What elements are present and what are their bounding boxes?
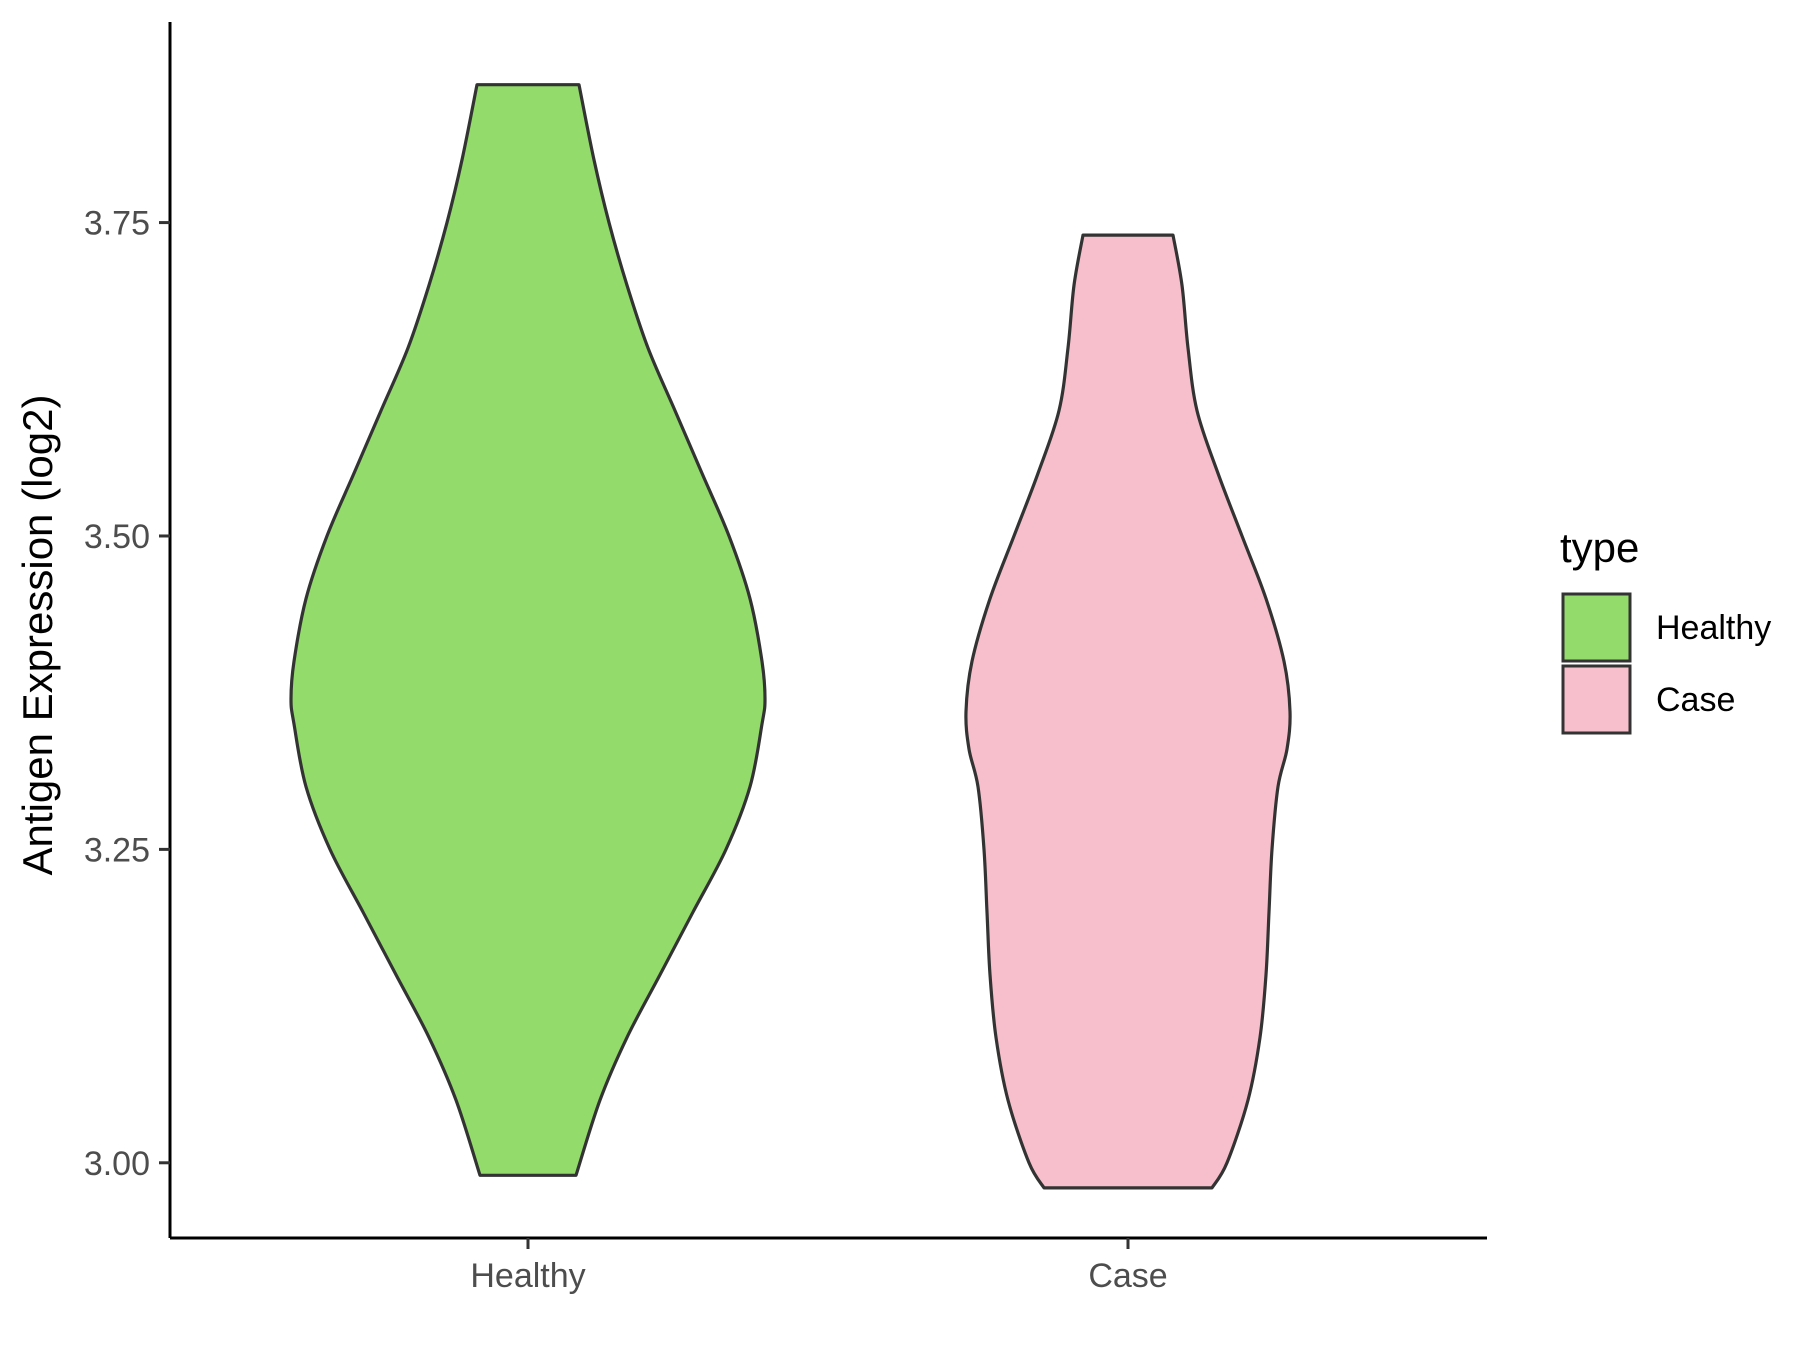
- violin-healthy: [289, 83, 767, 1177]
- legend-label-healthy: Healthy: [1656, 609, 1771, 647]
- y-axis-title: Antigen Expression (log2): [14, 395, 61, 876]
- x-tick-label: Case: [1088, 1257, 1167, 1295]
- legend-title: type: [1560, 524, 1639, 571]
- legend-swatch-case: [1561, 664, 1632, 735]
- legend-swatch-healthy: [1561, 592, 1632, 663]
- violin-case: [964, 233, 1292, 1190]
- x-tick-label: Healthy: [470, 1257, 585, 1295]
- legend-label-case: Case: [1656, 681, 1735, 719]
- y-tick-label: 3.50: [84, 518, 150, 556]
- y-tick-label: 3.00: [84, 1145, 150, 1183]
- y-tick-label: 3.75: [84, 205, 150, 243]
- y-tick-label: 3.25: [84, 831, 150, 869]
